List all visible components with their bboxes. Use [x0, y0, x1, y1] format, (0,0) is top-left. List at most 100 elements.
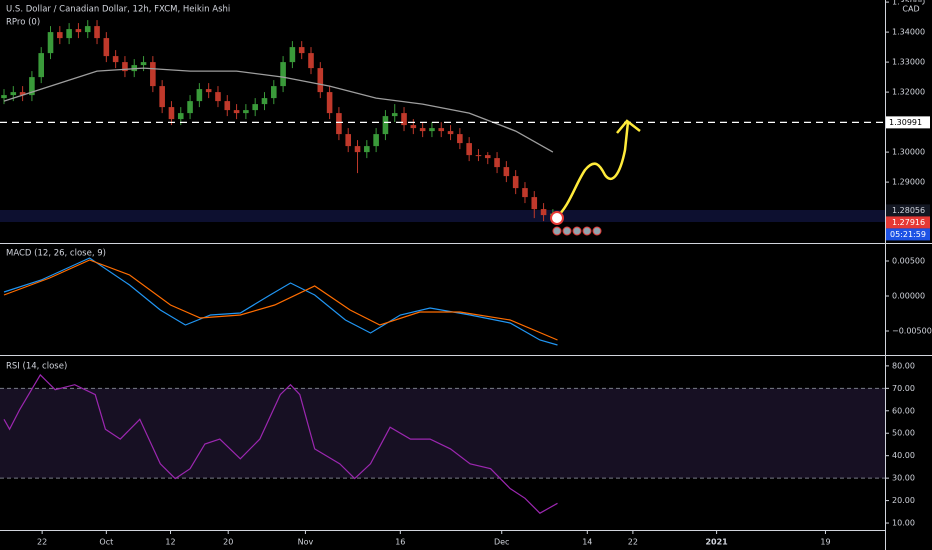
- candle-body: [140, 62, 147, 66]
- x-tick-label: Dec: [494, 538, 509, 547]
- candle-body: [84, 26, 91, 33]
- y-tick-label: 1.30000: [892, 148, 925, 157]
- candle-body: [261, 98, 268, 105]
- candle-body: [326, 92, 333, 114]
- y-tick-label: 40.00: [892, 451, 915, 460]
- y-tick-label: 1.34000: [892, 28, 925, 37]
- candle-body: [429, 128, 435, 132]
- y-tick-label: −0.00500: [892, 326, 932, 335]
- x-tick-label: 22: [628, 538, 638, 547]
- macd-title: MACD (12, 26, close, 9): [6, 249, 106, 259]
- candle-body: [345, 134, 352, 147]
- candle-body: [503, 167, 510, 177]
- candle-body: [419, 128, 426, 132]
- highlight-band: [0, 210, 885, 222]
- currency-label: CAD: [902, 5, 919, 14]
- y-tick-label: 70.00: [892, 384, 915, 393]
- event-icons: [552, 226, 602, 236]
- countdown-label: 05:21:59: [890, 230, 926, 239]
- candle-body: [457, 134, 463, 144]
- candle-body: [94, 26, 100, 39]
- indicator-line: [3, 259, 558, 341]
- candle-body: [298, 47, 305, 54]
- candle-body: [29, 77, 35, 96]
- candle-body: [512, 176, 519, 189]
- marker-price-box: [886, 204, 930, 217]
- candle-body: [252, 104, 258, 111]
- candle-body: [317, 68, 324, 93]
- x-tick-label: 12: [165, 538, 175, 547]
- chart-title: U.S. Dollar / Canadian Dollar, 12h, FXCM…: [6, 5, 230, 15]
- candle-body: [1, 95, 7, 99]
- indicator-line: [3, 373, 558, 514]
- candle-body: [382, 116, 389, 135]
- candle-body: [522, 188, 528, 198]
- candle-body: [47, 32, 54, 54]
- y-tick-label: 30.00: [892, 474, 915, 483]
- candle-body: [475, 155, 482, 157]
- candle-body: [336, 113, 342, 135]
- candle-body: [57, 32, 63, 39]
- candle-body: [38, 53, 45, 78]
- x-tick-label: 2021: [705, 538, 728, 547]
- indicator-label: RPro (0): [6, 18, 40, 28]
- candle-body: [289, 47, 296, 63]
- candle-body: [19, 92, 26, 96]
- candle-body: [103, 38, 110, 57]
- candle-body: [447, 131, 454, 135]
- marker-price-label: 1.28056: [892, 206, 925, 215]
- candle-body: [215, 92, 221, 102]
- candle-body: [66, 29, 72, 39]
- y-tick-label: 0.00500: [892, 257, 925, 266]
- candle-body: [280, 62, 286, 87]
- candle-body: [75, 29, 82, 33]
- candle-body: [438, 128, 445, 132]
- candle-body: [466, 143, 472, 156]
- last-price-label: 1.27916: [892, 218, 925, 227]
- x-tick-label: Nov: [298, 538, 314, 547]
- currency-box: [900, 2, 922, 14]
- event-icon: [550, 211, 564, 225]
- rsi-band: [0, 388, 885, 479]
- candle-body: [168, 107, 175, 120]
- candle-body: [494, 158, 500, 168]
- indicator-line: [3, 257, 558, 346]
- candle-body: [484, 155, 491, 159]
- x-tick-label: Oct: [99, 538, 113, 547]
- x-tick-label: 16: [395, 538, 405, 547]
- candle-body: [224, 101, 231, 111]
- candle-body: [308, 53, 314, 69]
- hline-label-box: [886, 116, 930, 129]
- moving-average: [3, 67, 554, 153]
- candle-body: [401, 113, 407, 126]
- candle-body: [540, 209, 547, 216]
- x-tick-label: 22: [37, 538, 47, 547]
- candle-body: [270, 86, 277, 99]
- candle-body: [243, 110, 249, 114]
- candle-body: [177, 113, 184, 120]
- y-tick-label: 20.00: [892, 496, 915, 505]
- x-tick-label: 20: [223, 538, 233, 547]
- y-tick-label: 80.00: [892, 361, 915, 370]
- y-tick-label: 0.00000: [892, 292, 925, 301]
- candle-body: [205, 89, 212, 93]
- rsi-title: RSI (14, close): [6, 362, 67, 372]
- y-tick-label: 1.33000: [892, 58, 925, 67]
- countdown-box: [886, 228, 930, 241]
- candle-body: [10, 92, 17, 96]
- candle-body: [531, 197, 538, 210]
- x-tick-label: 14: [582, 538, 592, 547]
- candle-body: [150, 62, 156, 87]
- candle-body: [187, 101, 193, 114]
- y-tick-label: 10.00: [892, 519, 915, 528]
- candle-body: [391, 113, 398, 117]
- y-tick-label: 60.00: [892, 406, 915, 415]
- x-tick-label: 19: [820, 538, 830, 547]
- candle-body: [112, 56, 119, 63]
- drawn-arrow: [555, 119, 641, 219]
- candle-body: [354, 146, 361, 153]
- y-tick-label: 1.32000: [892, 88, 925, 97]
- last-price-box: [886, 216, 930, 229]
